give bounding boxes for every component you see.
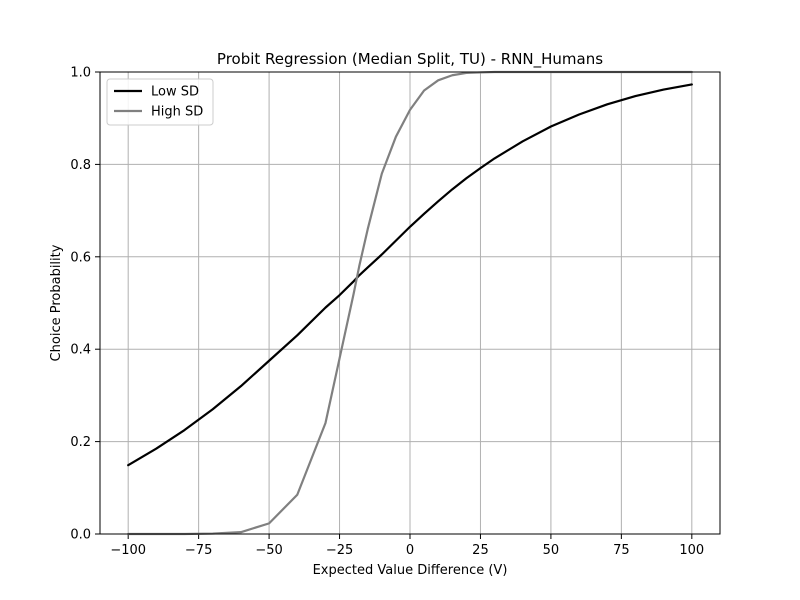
y-tick-label: 1.0	[70, 66, 91, 81]
y-tick-label: 0.0	[70, 528, 91, 543]
x-tick-label: 25	[472, 543, 489, 558]
chart-title: Probit Regression (Median Split, TU) - R…	[217, 50, 603, 69]
legend-label-high-sd: High SD	[151, 105, 203, 120]
axis-ticks: −100 −75 −50 −25 0 25 50 75 100 0.0 0.2 0.4 0.6 0.8 1.…	[70, 66, 704, 559]
plot-frame	[99, 71, 721, 535]
series-line-low-sd	[127, 83, 693, 467]
x-tick-label: −100	[110, 543, 146, 558]
x-tick-label: −75	[185, 543, 212, 558]
x-tick-label: −50	[255, 543, 282, 558]
legend: Low SD High SD	[106, 78, 214, 126]
y-tick-label: 0.2	[70, 435, 91, 450]
x-tick-label: 50	[543, 543, 560, 558]
y-axis-label: Choice Probability	[49, 244, 64, 361]
x-tick-label: 0	[406, 543, 414, 558]
y-tick-label: 0.8	[70, 158, 91, 173]
legend-label-low-sd: Low SD	[151, 85, 199, 100]
x-axis-label: Expected Value Difference (V)	[313, 563, 508, 578]
y-tick-label: 0.6	[70, 250, 91, 265]
x-tick-label: −25	[326, 543, 353, 558]
x-tick-label: 100	[679, 543, 704, 558]
y-tick-label: 0.4	[70, 343, 91, 358]
legend-items: Low SD High SD	[114, 85, 203, 120]
x-tick-label: 75	[613, 543, 630, 558]
